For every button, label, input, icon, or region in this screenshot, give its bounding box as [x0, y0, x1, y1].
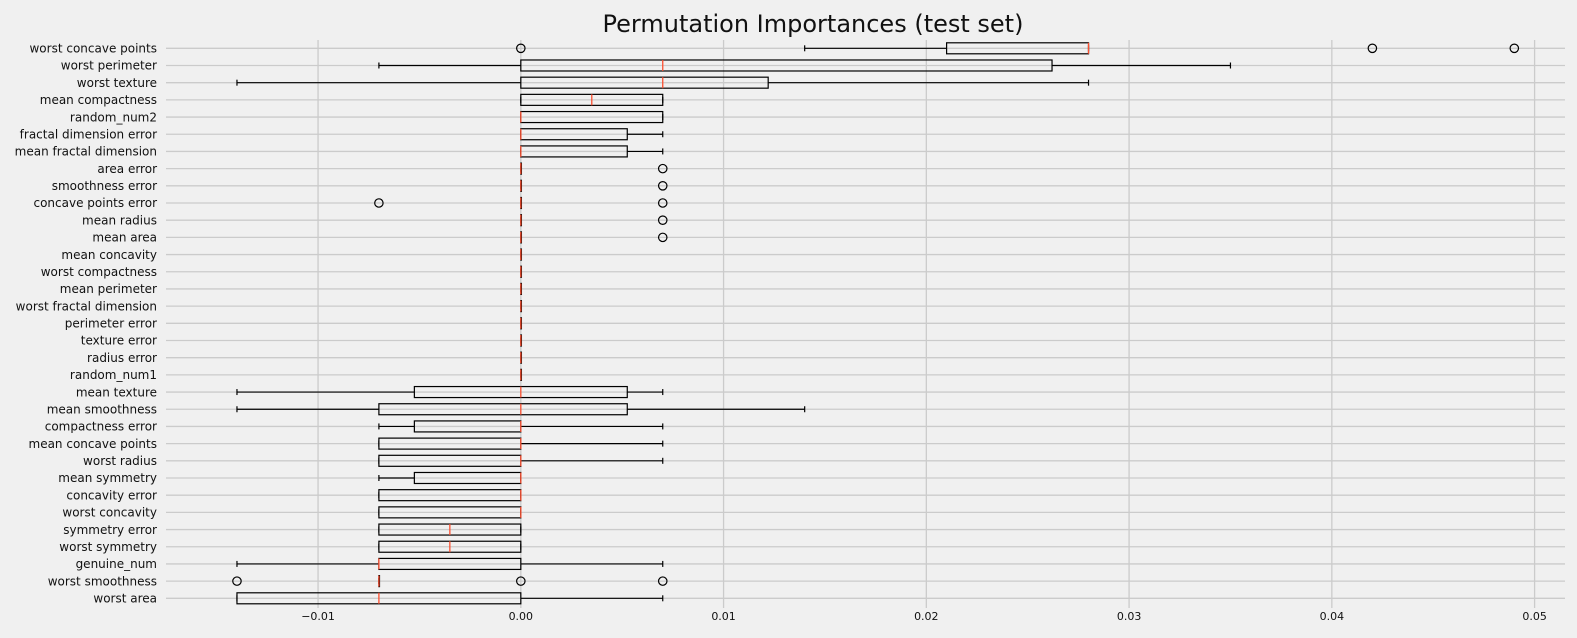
- flier-point: [657, 215, 668, 225]
- box-concavity-error: [378, 489, 522, 502]
- flier-point: [516, 43, 526, 54]
- box-random-num2: [520, 110, 664, 124]
- box-area-error: [520, 162, 668, 175]
- feature-label: random_num2: [70, 110, 157, 124]
- feature-label: concave points error: [33, 196, 157, 210]
- box-mean-symmetry: [378, 471, 522, 485]
- box-worst-smoothness: [232, 575, 668, 588]
- x-tick-label: 0.00: [509, 610, 534, 623]
- box-symmetry-error: [378, 523, 522, 536]
- flier-point: [1367, 43, 1378, 54]
- box-mean-concave-points: [378, 437, 664, 450]
- feature-label: worst radius: [83, 454, 157, 468]
- flier-point: [657, 163, 668, 174]
- feature-label: mean symmetry: [58, 471, 157, 485]
- feature-label: mean smoothness: [47, 402, 157, 416]
- box-mean-texture: [236, 385, 664, 399]
- flier-point: [232, 576, 242, 586]
- box-worst-radius: [378, 454, 664, 467]
- flier-point: [516, 576, 526, 586]
- feature-label: worst fractal dimension: [16, 299, 157, 313]
- feature-label: worst perimeter: [61, 59, 157, 73]
- x-tick-label: 0.05: [1522, 610, 1547, 623]
- box-fractal-dimension-error: [520, 128, 664, 141]
- x-tick-label: 0.04: [1320, 610, 1345, 623]
- x-tick-label: −0.01: [301, 610, 335, 623]
- box-iqr: [378, 403, 628, 416]
- x-tick-label: 0.03: [1117, 610, 1142, 623]
- box-mean-fractal-dimension: [520, 145, 664, 158]
- feature-label: genuine_num: [76, 557, 157, 571]
- feature-label: worst concave points: [29, 42, 157, 56]
- feature-label: compactness error: [45, 420, 157, 434]
- box-worst-fractal-dimension: [520, 300, 523, 313]
- box-smoothness-error: [520, 179, 668, 192]
- box-perimeter-error: [520, 317, 523, 330]
- box-worst-concave-points: [516, 42, 1520, 55]
- box-worst-perimeter: [378, 59, 1232, 72]
- box-worst-texture: [236, 76, 1090, 89]
- y-axis-labels: worst concave points worst perimeter worst…: [15, 42, 157, 606]
- feature-label: smoothness error: [52, 179, 157, 193]
- feature-label: symmetry error: [63, 523, 157, 537]
- box-mean-radius: [520, 214, 668, 227]
- box-mean-area: [520, 231, 668, 244]
- feature-label: fractal dimension error: [20, 127, 157, 141]
- feature-label: texture error: [81, 334, 157, 348]
- feature-label: mean compactness: [40, 93, 157, 107]
- flier-point: [657, 198, 668, 208]
- box-radius-error: [520, 351, 523, 364]
- chart-title: Permutation Importances (test set): [603, 10, 1024, 38]
- box-mean-concavity: [520, 248, 523, 261]
- box-worst-concavity: [378, 506, 522, 519]
- box-random-num1: [520, 368, 523, 381]
- feature-label: mean perimeter: [60, 282, 157, 296]
- boxes: [232, 42, 1520, 605]
- box-iqr: [520, 76, 769, 89]
- feature-label: worst area: [93, 592, 157, 606]
- box-worst-symmetry: [378, 540, 522, 553]
- feature-label: radius error: [87, 351, 157, 365]
- feature-label: random_num1: [70, 368, 157, 382]
- box-genuine-num: [236, 557, 664, 571]
- box-mean-compactness: [520, 93, 664, 106]
- x-tick-label: 0.02: [914, 610, 939, 623]
- feature-label: worst texture: [77, 76, 157, 90]
- flier-point: [1509, 43, 1520, 54]
- feature-label: concavity error: [66, 488, 157, 502]
- feature-label: mean area: [92, 231, 157, 245]
- box-mean-perimeter: [520, 282, 523, 296]
- box-mean-smoothness: [236, 403, 806, 416]
- feature-label: perimeter error: [65, 317, 157, 331]
- feature-label: mean texture: [76, 385, 157, 399]
- box-texture-error: [520, 334, 523, 347]
- box-worst-area: [236, 592, 664, 605]
- feature-label: worst symmetry: [59, 540, 157, 554]
- feature-label: mean radius: [82, 213, 157, 227]
- x-tick-label: 0.01: [711, 610, 736, 623]
- flier-point: [657, 181, 668, 191]
- box-iqr: [520, 59, 1053, 72]
- feature-label: worst concavity: [62, 506, 157, 520]
- box-worst-compactness: [520, 265, 523, 278]
- feature-label: worst compactness: [41, 265, 157, 279]
- flier-point: [657, 576, 668, 586]
- box-compactness-error: [378, 420, 664, 433]
- feature-label: area error: [97, 162, 157, 176]
- flier-point: [657, 232, 668, 243]
- feature-label: worst smoothness: [48, 574, 157, 588]
- feature-label: mean concave points: [29, 437, 158, 451]
- feature-label: mean concavity: [61, 248, 157, 262]
- x-axis-ticks: −0.01 0.00 0.01 0.02 0.03 0.04 0.05: [301, 610, 1547, 623]
- feature-label: mean fractal dimension: [15, 145, 157, 159]
- grid-lines: [166, 40, 1565, 608]
- flier-point: [374, 198, 384, 208]
- box-concave-points-error: [374, 196, 668, 210]
